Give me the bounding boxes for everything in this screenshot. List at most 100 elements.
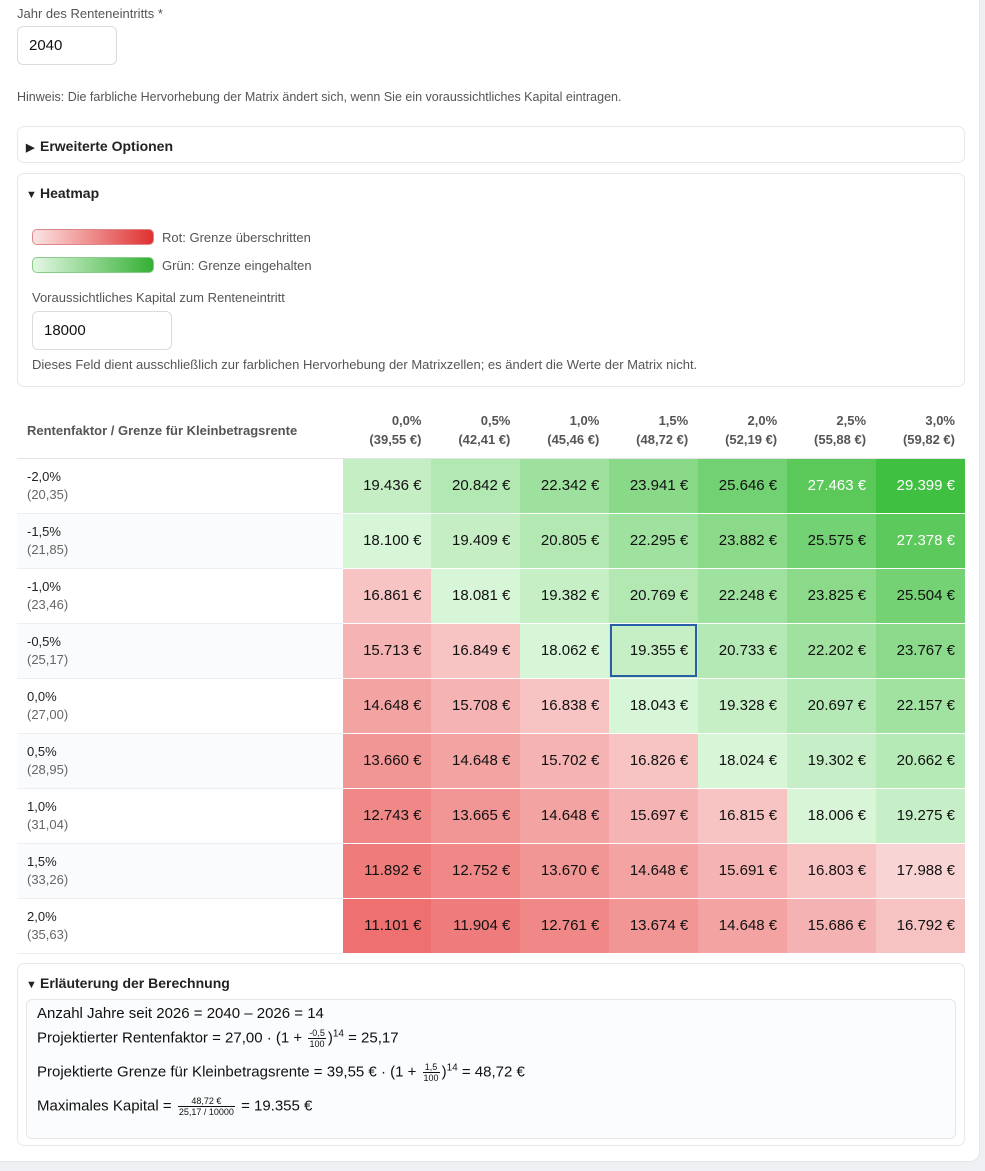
matrix-cell[interactable]: 14.648 € [698, 898, 788, 954]
row-factor: (28,95) [27, 761, 69, 777]
matrix-cell[interactable]: 20.697 € [787, 678, 877, 734]
matrix-row-header: 0,0% (27,00) [17, 678, 343, 734]
matrix-cell[interactable]: 15.697 € [609, 788, 699, 844]
matrix-cell[interactable]: 29.399 € [876, 458, 965, 514]
matrix-cell[interactable]: 25.646 € [698, 458, 788, 514]
legend-red: Rot: Grenze überschritten [32, 229, 311, 245]
matrix-cell[interactable]: 20.662 € [876, 733, 965, 789]
row-factor: (21,85) [27, 541, 69, 557]
matrix-cell[interactable]: 22.248 € [698, 568, 788, 624]
matrix-cell[interactable]: 19.328 € [698, 678, 788, 734]
matrix-cell[interactable]: 19.409 € [431, 513, 521, 569]
matrix-cell[interactable]: 12.761 € [520, 898, 610, 954]
explanation-line-limit: Projektierte Grenze für Kleinbetragsrent… [37, 1062, 525, 1083]
matrix-cell[interactable]: 23.767 € [876, 623, 965, 679]
matrix-cell[interactable]: 13.660 € [342, 733, 432, 789]
matrix-cell[interactable]: 22.342 € [520, 458, 610, 514]
matrix-cell[interactable]: 22.295 € [609, 513, 699, 569]
matrix-cell[interactable]: 23.941 € [609, 458, 699, 514]
matrix-cell[interactable]: 18.062 € [520, 623, 610, 679]
matrix-cell[interactable]: 20.805 € [520, 513, 610, 569]
matrix-column-header: 2,0% (52,19 €) [698, 403, 788, 459]
matrix-cell[interactable]: 12.743 € [342, 788, 432, 844]
matrix-cell[interactable]: 27.378 € [876, 513, 965, 569]
capital-text: Maximales Kapital = [37, 1097, 172, 1115]
triangle-down-icon: ▼ [26, 189, 37, 201]
matrix-cell[interactable]: 18.043 € [609, 678, 699, 734]
matrix-cell[interactable]: 19.302 € [787, 733, 877, 789]
limit-fraction-num: 1,5 [422, 1062, 440, 1073]
matrix-cell[interactable]: 22.157 € [876, 678, 965, 734]
capital-input[interactable]: 18000 [32, 311, 172, 350]
matrix-row: -2,0% (20,35) 19.436 €20.842 €22.342 €23.9… [17, 458, 965, 514]
matrix-cell[interactable]: 25.504 € [876, 568, 965, 624]
matrix-cell[interactable]: 17.988 € [876, 843, 965, 899]
matrix-column-header: 3,0% (59,82 €) [876, 403, 965, 459]
matrix-cell[interactable]: 15.691 € [698, 843, 788, 899]
row-factor: (20,35) [27, 486, 69, 502]
matrix-cell[interactable]: 20.733 € [698, 623, 788, 679]
matrix-cell[interactable]: 25.575 € [787, 513, 877, 569]
heatmap-toggle[interactable]: ▼ Heatmap [26, 185, 99, 201]
matrix-cell[interactable]: 16.815 € [698, 788, 788, 844]
retirement-year-input[interactable]: 2040 [17, 26, 117, 65]
matrix-row: 1,5% (33,26) 11.892 €12.752 €13.670 €14.64… [17, 843, 965, 899]
triangle-down-icon: ▼ [26, 979, 37, 991]
matrix-cell[interactable]: 18.081 € [431, 568, 521, 624]
matrix-cell[interactable]: 15.708 € [431, 678, 521, 734]
matrix-cell[interactable]: 19.436 € [342, 458, 432, 514]
explanation-section: ▼ Erläuterung der Berechnung Anzahl Jahre… [17, 963, 965, 1146]
matrix-cell[interactable]: 18.100 € [342, 513, 432, 569]
matrix-cell[interactable]: 14.648 € [431, 733, 521, 789]
matrix-cell[interactable]: 13.665 € [431, 788, 521, 844]
factor-fraction-den: 100 [309, 1039, 325, 1049]
matrix-cell[interactable]: 11.101 € [342, 898, 432, 954]
matrix-cell[interactable]: 16.849 € [431, 623, 521, 679]
matrix-cell[interactable]: 20.842 € [431, 458, 521, 514]
matrix-row: 2,0% (35,63) 11.101 €11.904 €12.761 €13.67… [17, 898, 965, 954]
matrix-cell[interactable]: 19.355 € [609, 623, 699, 679]
matrix-cell[interactable]: 13.674 € [609, 898, 699, 954]
matrix-cell[interactable]: 14.648 € [609, 843, 699, 899]
matrix-cell[interactable]: 12.752 € [431, 843, 521, 899]
matrix-cell[interactable]: 20.769 € [609, 568, 699, 624]
matrix-cell[interactable]: 19.382 € [520, 568, 610, 624]
matrix-cell[interactable]: 15.702 € [520, 733, 610, 789]
matrix-cell[interactable]: 18.024 € [698, 733, 788, 789]
matrix-cell[interactable]: 15.686 € [787, 898, 877, 954]
matrix-cell[interactable]: 11.904 € [431, 898, 521, 954]
matrix-cell[interactable]: 16.792 € [876, 898, 965, 954]
matrix-cell[interactable]: 14.648 € [342, 678, 432, 734]
factor-paren: ) [327, 1029, 333, 1047]
row-rate: -1,0% [27, 578, 61, 594]
matrix-cell[interactable]: 27.463 € [787, 458, 877, 514]
matrix-cell[interactable]: 18.006 € [787, 788, 877, 844]
row-rate: -0,5% [27, 633, 61, 649]
matrix-column-header: 2,5% (55,88 €) [787, 403, 877, 459]
row-factor: (31,04) [27, 816, 69, 832]
advanced-options-toggle[interactable]: ▶ Erweiterte Optionen [17, 126, 965, 163]
column-limit: (45,46 €) [547, 432, 600, 448]
matrix-corner-label: Rentenfaktor / Grenze für Kleinbetragsre… [17, 403, 343, 459]
matrix-cell[interactable]: 19.275 € [876, 788, 965, 844]
matrix-cell[interactable]: 13.670 € [520, 843, 610, 899]
matrix-row: 0,0% (27,00) 14.648 €15.708 €16.838 €18.04… [17, 678, 965, 734]
capital-label: Voraussichtliches Kapital zum Renteneint… [32, 290, 285, 305]
matrix-cell[interactable]: 16.838 € [520, 678, 610, 734]
matrix-cell[interactable]: 15.713 € [342, 623, 432, 679]
limit-fraction: 1,5 100 [422, 1062, 440, 1083]
matrix-cell[interactable]: 11.892 € [342, 843, 432, 899]
matrix-cell[interactable]: 22.202 € [787, 623, 877, 679]
row-factor: (27,00) [27, 706, 69, 722]
column-rate: 1,0% [569, 413, 600, 429]
matrix-cell[interactable]: 16.861 € [342, 568, 432, 624]
matrix-row: -1,0% (23,46) 16.861 €18.081 €19.382 €20.7… [17, 568, 965, 624]
matrix-cell[interactable]: 14.648 € [520, 788, 610, 844]
matrix-cell[interactable]: 16.826 € [609, 733, 699, 789]
matrix-cell[interactable]: 23.825 € [787, 568, 877, 624]
matrix-row-header: 2,0% (35,63) [17, 898, 343, 954]
matrix-cell[interactable]: 23.882 € [698, 513, 788, 569]
matrix-cell[interactable]: 16.803 € [787, 843, 877, 899]
explanation-toggle[interactable]: ▼ Erläuterung der Berechnung [26, 975, 230, 991]
